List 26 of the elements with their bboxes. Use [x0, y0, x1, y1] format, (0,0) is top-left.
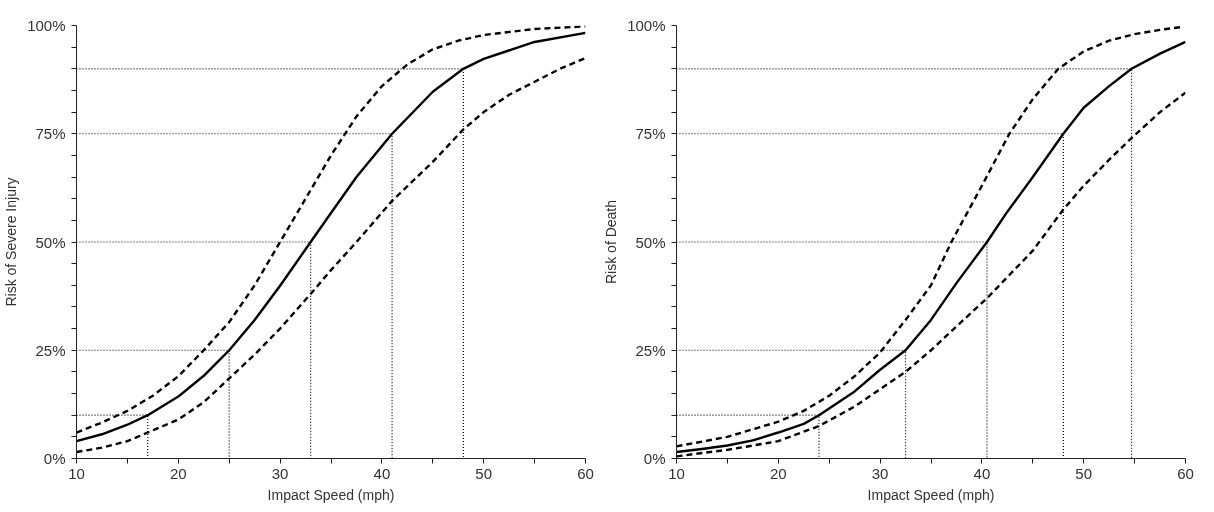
y-tick-label: 0%: [43, 450, 66, 467]
x-tick-label: 60: [1177, 464, 1194, 482]
x-tick-label: 10: [668, 464, 685, 482]
y-tick-label: 25%: [35, 341, 66, 359]
y-tick-label: 75%: [35, 125, 66, 143]
y-tick-label: 25%: [635, 341, 666, 359]
x-tick-label: 50: [475, 464, 493, 482]
x-tick-label: 20: [769, 464, 787, 482]
x-tick-label: 50: [1075, 464, 1093, 482]
x-axis-title: Impact Speed (mph): [867, 486, 995, 503]
x-tick-label: 60: [577, 464, 594, 482]
x-tick-label: 30: [271, 464, 289, 482]
y-tick-label: 50%: [635, 233, 666, 251]
y-tick-label: 0%: [643, 450, 666, 467]
y-axis-title: Risk of Death: [603, 199, 620, 285]
x-tick-label: 30: [871, 464, 889, 482]
x-axis-title: Impact Speed (mph): [267, 486, 395, 503]
x-tick-label: 40: [373, 464, 391, 482]
x-tick-label: 40: [973, 464, 991, 482]
y-tick-label: 100%: [27, 17, 66, 34]
y-tick-label: 50%: [35, 233, 66, 251]
y-axis-title: Risk of Severe Injury: [3, 177, 20, 307]
y-tick-label: 75%: [635, 125, 666, 143]
x-tick-label: 10: [68, 464, 85, 482]
x-tick-label: 20: [169, 464, 187, 482]
y-tick-label: 100%: [627, 17, 666, 34]
